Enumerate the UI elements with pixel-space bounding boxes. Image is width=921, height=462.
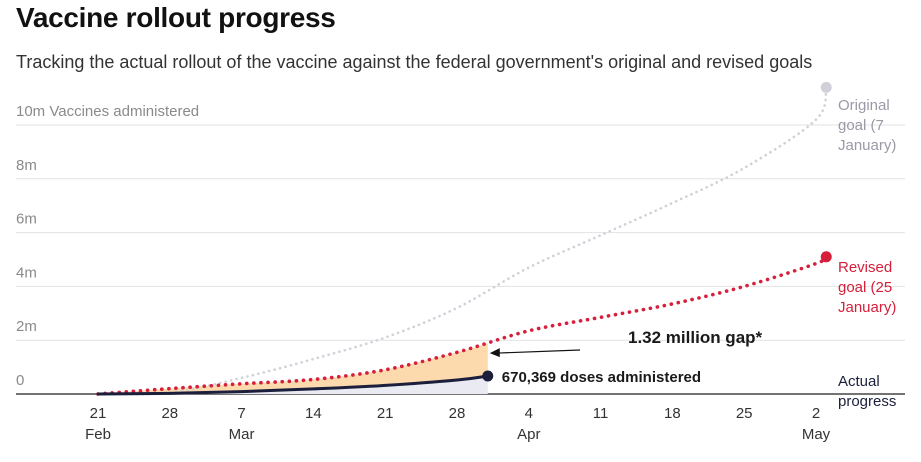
y-tick-label: 8m	[16, 157, 37, 174]
label-revised-goal: Revised goal (25 January)	[838, 259, 896, 316]
y-tick-label: 10m Vaccines administered	[16, 103, 199, 120]
label-original-goal-line-0: Original	[838, 97, 890, 114]
label-actual-progress-line-1: progress	[838, 393, 896, 410]
y-tick-label: 4m	[16, 264, 37, 281]
gap-arrow-line	[497, 349, 581, 354]
gap-fill-layer	[98, 343, 488, 394]
label-original-goal-line-1: goal (7	[838, 117, 884, 134]
chart-subtitle: Tracking the actual rollout of the vacci…	[16, 52, 813, 72]
y-tick-label: 6m	[16, 211, 37, 228]
x-tick-day: 18	[664, 405, 681, 422]
label-revised-goal-line-1: goal (25	[838, 279, 892, 296]
x-tick-day: 28	[449, 405, 466, 422]
x-tick-day: 11	[593, 405, 609, 422]
actual-progress-line	[96, 374, 490, 396]
x-tick-day: 4	[525, 405, 533, 422]
y-tick-labels: 0 2m 4m 6m 8m 10m Vaccines administered	[16, 103, 199, 389]
actual-area	[98, 375, 488, 394]
label-actual-progress: Actual progress	[838, 373, 896, 410]
series-labels: Original goal (7 January) Revised goal (25 Ja…	[838, 97, 896, 410]
x-tick-day: 25	[736, 405, 753, 422]
label-revised-goal-line-2: January)	[838, 299, 896, 316]
actual-annotation: 670,369 doses administered	[502, 369, 701, 386]
x-tick-day: 21	[90, 405, 107, 422]
series-lines	[96, 81, 832, 396]
label-actual-progress-line-0: Actual	[838, 373, 880, 390]
label-revised-goal-line-0: Revised	[838, 259, 892, 276]
y-tick-label: 0	[16, 372, 24, 389]
gap-area	[98, 343, 488, 394]
y-tick-label: 2m	[16, 318, 37, 335]
x-tick-month: Apr	[517, 426, 540, 443]
label-original-goal-line-2: January)	[838, 137, 896, 154]
x-tick-day: 28	[161, 405, 178, 422]
x-tick-month: Feb	[85, 426, 111, 443]
original-goal-line	[96, 86, 828, 396]
x-tick-day: 7	[237, 405, 245, 422]
x-tick-labels: 21 Feb 28 7 Mar 14 21 28 4 Apr 11 18 25 2 May	[85, 405, 831, 443]
original-goal-end-point	[820, 81, 832, 93]
x-tick-day: 21	[377, 405, 394, 422]
gap-annotation: 1.32 million gap*	[628, 328, 763, 347]
revised-goal-line	[96, 255, 829, 396]
actual-progress-end-point	[482, 370, 494, 382]
annotations: 670,369 doses administered 1.32 million g…	[489, 328, 763, 386]
x-tick-day: 14	[305, 405, 322, 422]
x-tick-day: 2	[812, 405, 820, 422]
revised-goal-end-point	[820, 251, 832, 263]
label-original-goal: Original goal (7 January)	[838, 97, 896, 154]
chart-title: Vaccine rollout progress	[16, 2, 336, 33]
x-tick-month: Mar	[229, 426, 255, 443]
gap-arrow-head	[489, 348, 500, 358]
x-tick-month: May	[802, 426, 831, 443]
